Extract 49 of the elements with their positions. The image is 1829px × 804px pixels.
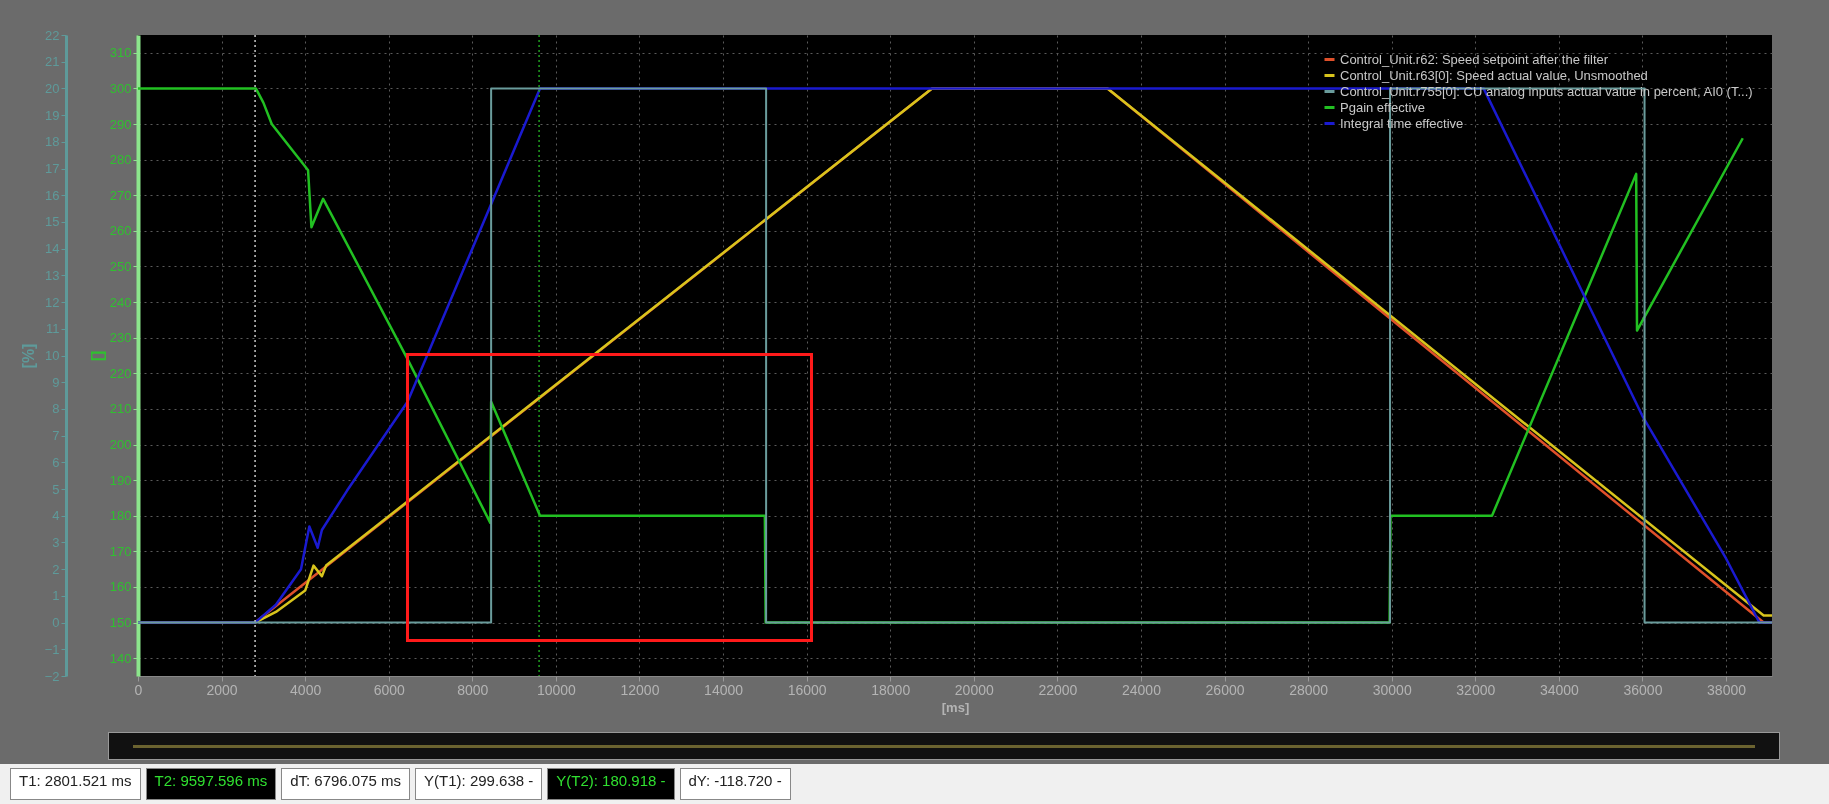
text: Y(T2): 180.918 -: [547, 768, 675, 800]
y-tick-label: 300: [109, 80, 132, 96]
x-tick-label: 38000: [1707, 681, 1747, 698]
y-tick-label: 310: [109, 45, 132, 61]
y-tick-label: 250: [109, 258, 132, 274]
y-tick-label: 170: [109, 543, 132, 559]
x-axis-title: [ms]: [941, 699, 970, 715]
x-tick-label: 14000: [704, 681, 744, 698]
text: dT: 6796.075 ms: [281, 768, 411, 800]
y-tick-label: 220: [109, 365, 132, 381]
x-tick-label: 8000: [457, 681, 489, 698]
y-tick-label: 180: [109, 508, 132, 524]
y-tick-label: 140: [109, 650, 132, 666]
y-tick-label: 190: [109, 472, 132, 488]
x-tick-label: 30000: [1372, 681, 1412, 698]
text: Y(T1): 299.638 -: [415, 768, 543, 800]
y-tick-label: 290: [109, 116, 132, 132]
x-tick-label: 20000: [954, 681, 994, 698]
y-tick-label: 270: [109, 187, 132, 203]
x-tick-label: 10000: [536, 681, 577, 698]
y-tick-label: 160: [109, 579, 132, 595]
x-tick-label: 16000: [787, 681, 827, 698]
x-tick-label: 2000: [206, 681, 238, 698]
x-tick-label: 28000: [1289, 681, 1329, 698]
y-tick-label: 150: [109, 615, 132, 631]
x-tick-label: 12000: [620, 681, 660, 698]
legend-label: Control_Unit.r63[0]: Speed actual value, Unsmoothed: [1340, 67, 1648, 83]
y-tick-label: 240: [109, 294, 132, 310]
x-tick-label: 18000: [871, 681, 911, 698]
x-tick-label: 32000: [1456, 681, 1496, 698]
text: dY: -118.720 -: [679, 768, 791, 800]
x-tick-label: 4000: [290, 681, 322, 698]
x-tick-label: 6000: [373, 681, 406, 698]
y-tick-label: 200: [109, 437, 132, 453]
y-tick-label: 260: [109, 223, 132, 239]
text: T2: 9597.596 ms: [145, 768, 277, 800]
x-tick-label: 34000: [1539, 681, 1580, 698]
x-tick-label: 0: [134, 681, 143, 698]
x-tick-label: 24000: [1122, 681, 1162, 698]
y2-axis-title: [%]: [19, 343, 37, 369]
x-tick-label: 26000: [1205, 681, 1245, 698]
y-tick-label: 280: [109, 152, 132, 168]
y-axis-title: []: [88, 350, 106, 362]
x-tick-label: 22000: [1038, 681, 1078, 698]
y-tick-label: 230: [109, 330, 132, 346]
x-tick-label: 36000: [1623, 681, 1663, 698]
legend-label: Control_Unit.r62: Speed setpoint after the filter: [1340, 51, 1609, 67]
text: T1: 2801.521 ms: [10, 768, 141, 800]
y-tick-label: 210: [109, 401, 132, 417]
